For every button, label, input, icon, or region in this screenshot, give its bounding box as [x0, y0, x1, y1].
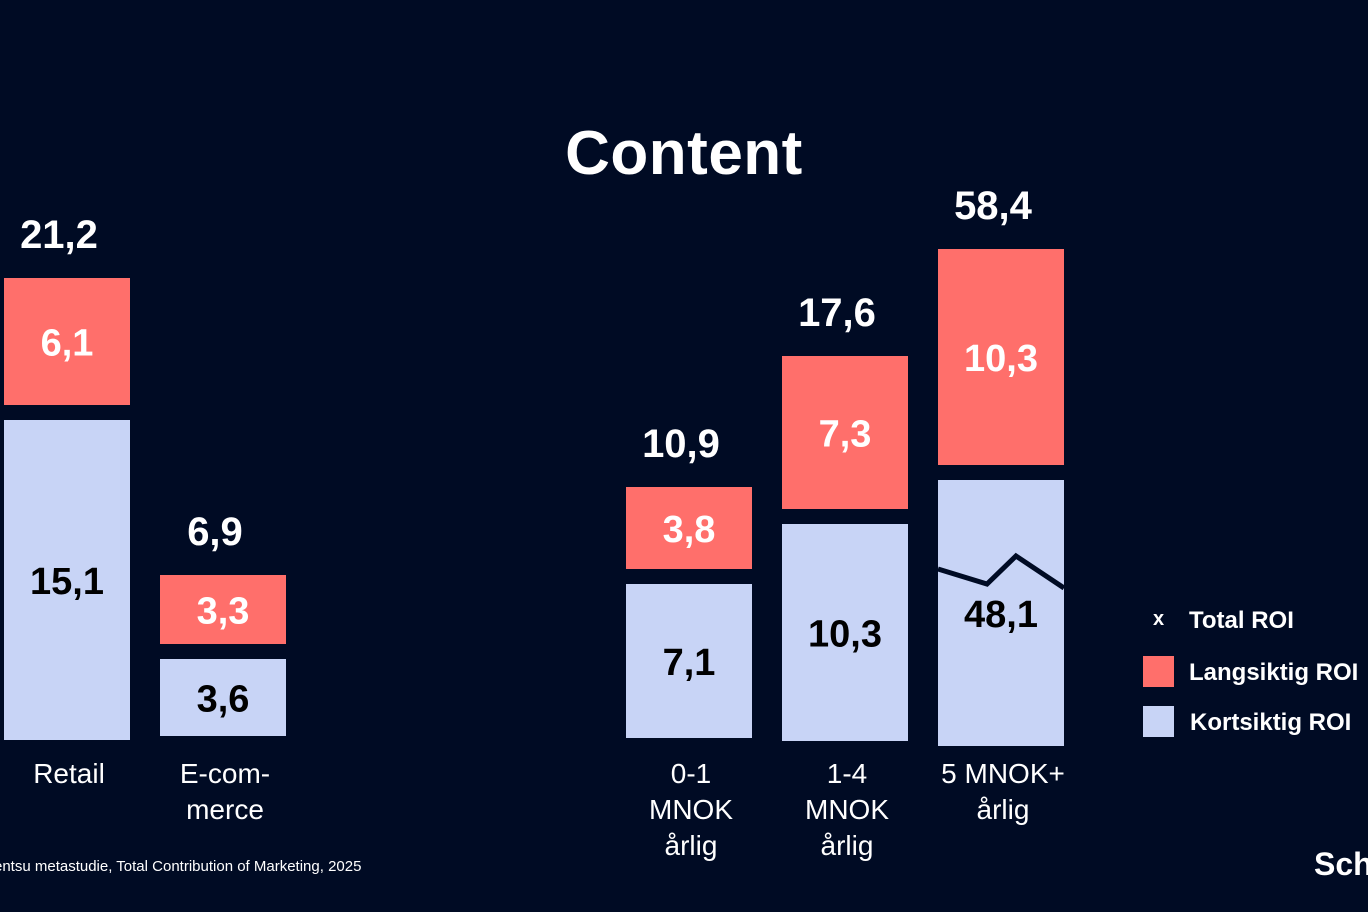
bar-long-term	[938, 249, 1064, 465]
bar-long-term	[4, 278, 130, 405]
x-marker-icon: x	[1152, 608, 1165, 630]
short-term-data-label: 3,6	[197, 679, 250, 721]
category-tick-label: 0-1	[671, 758, 711, 789]
category-tick-label: 5 MNOK+	[941, 758, 1065, 789]
long-term-swatch-icon	[1143, 656, 1174, 687]
chart-title: Content	[565, 119, 803, 188]
total-data-label: 10,9	[642, 422, 720, 466]
long-term-data-label: 3,3	[197, 591, 250, 633]
source-note: entsu metastudie, Total Contribution of …	[0, 858, 362, 875]
category-tick-label: årlig	[821, 830, 874, 861]
category-tick-label: MNOK	[649, 794, 733, 825]
legend-item-long: Langsiktig ROI	[1143, 656, 1368, 688]
legend-item-short: Kortsiktig ROI	[1143, 706, 1368, 738]
short-term-data-label: 15,1	[30, 561, 104, 603]
total-data-label: 17,6	[798, 291, 876, 335]
long-term-data-label: 7,3	[819, 414, 872, 456]
short-term-data-label: 7,1	[663, 642, 716, 684]
legend-label-total: Total ROI	[1189, 607, 1294, 634]
legend-label-long: Langsiktig ROI	[1189, 659, 1359, 686]
trend-line	[937, 552, 1066, 591]
short-term-data-label: 10,3	[808, 614, 882, 656]
bar-short-term	[782, 524, 908, 741]
category-tick-label: årlig	[665, 830, 718, 861]
bar-long-term	[626, 487, 752, 569]
category-tick-label: E-com-	[180, 758, 270, 789]
short-term-data-label: 48,1	[964, 594, 1038, 636]
category-tick-label: årlig	[977, 794, 1030, 825]
long-term-data-label: 6,1	[41, 323, 94, 365]
brand-logo: Sch	[1314, 846, 1368, 882]
legend-item-total: x Total ROI	[1143, 604, 1368, 636]
category-tick-label: 1-4	[827, 758, 867, 789]
bar-short-term	[938, 480, 1064, 746]
category-tick-label: MNOK	[805, 794, 889, 825]
total-data-label: 58,4	[954, 184, 1033, 228]
total-data-label: 21,2	[20, 213, 98, 257]
bar-short-term	[4, 420, 130, 740]
legend-label-short: Kortsiktig ROI	[1190, 709, 1352, 736]
long-term-data-label: 3,8	[663, 509, 716, 551]
bar-long-term	[782, 356, 908, 509]
category-tick-label: merce	[186, 794, 264, 825]
bar-long-term	[160, 575, 286, 644]
bar-short-term	[626, 584, 752, 738]
category-tick-label: Retail	[33, 758, 105, 789]
bar-short-term	[160, 659, 286, 736]
total-data-label: 6,9	[187, 510, 243, 554]
short-term-swatch-icon	[1143, 706, 1174, 737]
long-term-data-label: 10,3	[964, 338, 1038, 380]
